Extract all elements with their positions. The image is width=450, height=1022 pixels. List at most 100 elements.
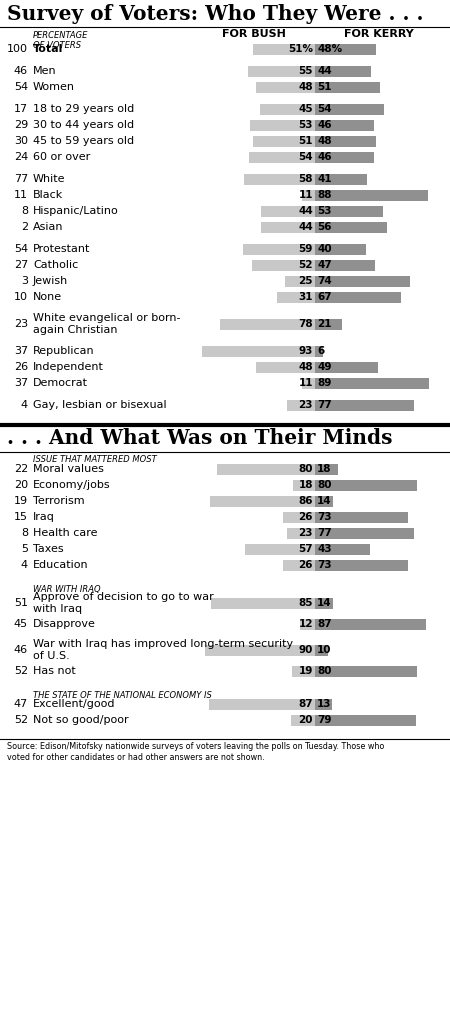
Text: 57: 57: [298, 544, 313, 554]
Text: 48%: 48%: [317, 44, 342, 54]
Text: Taxes: Taxes: [33, 544, 63, 554]
Text: 14: 14: [317, 598, 332, 608]
Text: 21: 21: [317, 319, 332, 329]
Bar: [315, 136, 377, 146]
Text: 4: 4: [21, 400, 28, 410]
Text: White evangelical or born-
again Christian: White evangelical or born- again Christi…: [33, 313, 180, 335]
Text: 10: 10: [317, 645, 332, 655]
Bar: [284, 276, 315, 286]
Bar: [315, 464, 338, 474]
Text: 18: 18: [298, 480, 313, 490]
Text: WAR WITH IRAQ: WAR WITH IRAQ: [33, 585, 101, 594]
Bar: [284, 559, 315, 570]
Text: Moral values: Moral values: [33, 464, 104, 474]
Text: White: White: [33, 174, 66, 184]
Bar: [315, 598, 333, 608]
Text: Hispanic/Latino: Hispanic/Latino: [33, 206, 119, 216]
Text: 41: 41: [317, 174, 332, 184]
Text: Education: Education: [33, 560, 89, 570]
Text: 80: 80: [298, 464, 313, 474]
Text: 54: 54: [317, 104, 332, 114]
Bar: [315, 103, 384, 114]
Text: 48: 48: [317, 136, 332, 146]
Bar: [287, 400, 315, 411]
Text: 4: 4: [21, 560, 28, 570]
Text: 37: 37: [14, 346, 28, 356]
Text: Excellent/good: Excellent/good: [33, 699, 116, 709]
Text: 22: 22: [14, 464, 28, 474]
Text: 51%: 51%: [288, 44, 313, 54]
Text: 43: 43: [317, 544, 332, 554]
Text: 25: 25: [298, 276, 313, 286]
Bar: [287, 527, 315, 539]
Text: 18 to 29 years old: 18 to 29 years old: [33, 104, 134, 114]
Text: 54: 54: [298, 152, 313, 162]
Text: 19: 19: [14, 496, 28, 506]
Text: 20: 20: [298, 715, 313, 725]
Text: ISSUE THAT MATTERED MOST: ISSUE THAT MATTERED MOST: [33, 455, 157, 464]
Text: 29: 29: [14, 120, 28, 130]
Bar: [315, 714, 416, 726]
Bar: [315, 44, 377, 54]
Text: Disapprove: Disapprove: [33, 619, 96, 629]
Bar: [277, 291, 315, 303]
Bar: [210, 496, 315, 507]
Text: 11: 11: [298, 378, 313, 388]
Text: 8: 8: [21, 528, 28, 538]
Text: 80: 80: [317, 480, 332, 490]
Text: 23: 23: [298, 528, 313, 538]
Text: 59: 59: [299, 244, 313, 254]
Text: Jewish: Jewish: [33, 276, 68, 286]
Text: Total: Total: [33, 44, 63, 54]
Text: 79: 79: [317, 715, 332, 725]
Text: 73: 73: [317, 560, 332, 570]
Text: Democrat: Democrat: [33, 378, 88, 388]
Bar: [261, 205, 315, 217]
Bar: [315, 276, 410, 286]
Text: 46: 46: [14, 66, 28, 76]
Bar: [315, 222, 387, 232]
Bar: [315, 205, 383, 217]
Text: 44: 44: [317, 66, 332, 76]
Text: Women: Women: [33, 82, 75, 92]
Text: Gay, lesbian or bisexual: Gay, lesbian or bisexual: [33, 400, 166, 410]
Bar: [315, 698, 332, 709]
Text: 17: 17: [14, 104, 28, 114]
Text: 85: 85: [298, 598, 313, 608]
Text: 51: 51: [298, 136, 313, 146]
Bar: [315, 645, 328, 655]
Bar: [253, 44, 315, 54]
Text: Independent: Independent: [33, 362, 104, 372]
Text: 49: 49: [317, 362, 332, 372]
Bar: [249, 151, 315, 162]
Text: 44: 44: [298, 206, 313, 216]
Text: 73: 73: [317, 512, 332, 522]
Bar: [250, 120, 315, 131]
Bar: [315, 82, 380, 93]
Text: 31: 31: [298, 292, 313, 301]
Bar: [315, 260, 375, 271]
Text: Health care: Health care: [33, 528, 98, 538]
Text: 26: 26: [298, 512, 313, 522]
Bar: [315, 559, 409, 570]
Text: 10: 10: [14, 292, 28, 301]
Text: . . . And What Was on Their Minds: . . . And What Was on Their Minds: [7, 428, 392, 448]
Text: 51: 51: [317, 82, 332, 92]
Text: 47: 47: [317, 260, 332, 270]
Bar: [302, 189, 315, 200]
Text: 30 to 44 years old: 30 to 44 years old: [33, 120, 134, 130]
Text: 60 or over: 60 or over: [33, 152, 90, 162]
Text: 20: 20: [14, 480, 28, 490]
Text: 26: 26: [14, 362, 28, 372]
Bar: [209, 698, 315, 709]
Text: 13: 13: [317, 699, 332, 709]
Text: Protestant: Protestant: [33, 244, 90, 254]
Text: FOR KERRY: FOR KERRY: [344, 29, 414, 39]
Text: Survey of Voters: Who They Were . . .: Survey of Voters: Who They Were . . .: [7, 4, 423, 24]
Text: 15: 15: [14, 512, 28, 522]
Bar: [217, 464, 315, 474]
Text: 12: 12: [298, 619, 313, 629]
Text: 46: 46: [317, 152, 332, 162]
Bar: [245, 544, 315, 555]
Bar: [315, 377, 429, 388]
